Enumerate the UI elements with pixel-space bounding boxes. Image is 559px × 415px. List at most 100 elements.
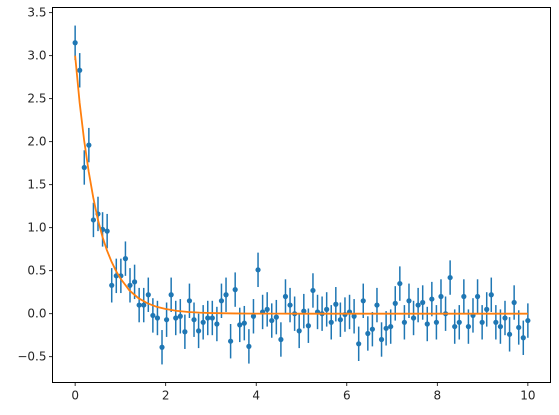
data-marker [310,287,316,294]
data-marker [415,302,421,308]
data-point [465,309,472,344]
x-tick-label: 4 [252,389,260,403]
data-marker [232,287,238,293]
data-point [86,127,92,163]
data-marker [525,317,531,324]
data-marker [456,319,462,325]
data-point [122,241,129,276]
data-marker [177,313,183,319]
data-point [127,268,133,303]
data-marker [282,293,289,300]
y-tick-label: 2.0 [27,135,46,149]
data-point [168,277,174,312]
data-point [104,213,110,249]
data-marker [397,280,403,287]
x-tick-label: 2 [162,389,170,403]
data-marker [465,323,472,330]
data-marker [351,313,357,319]
data-marker [246,343,252,349]
data-marker [104,228,110,234]
data-marker [186,298,193,304]
data-marker [237,322,243,328]
data-marker [374,302,380,308]
data-marker [191,317,197,323]
data-point [141,287,147,323]
data-marker [223,292,229,298]
data-marker [296,328,302,334]
data-marker [516,324,522,331]
x-tick-label: 10 [520,389,535,403]
data-point [356,326,362,361]
x-tick-label: 6 [343,389,351,403]
data-marker [250,313,257,319]
y-tick-label: 3.0 [27,49,46,63]
data-marker [420,299,426,306]
axes-frame [52,7,551,383]
data-point [296,313,302,349]
data-point [314,294,321,330]
data-marker [200,319,206,325]
data-point [182,314,188,349]
data-point [388,309,394,344]
data-marker [136,302,142,308]
y-axis: −0.5 0.0 0.5 1.0 1.5 2.0 2.5 3.0 3.5 [17,6,53,364]
data-marker [410,315,417,321]
data-marker [474,293,481,300]
data-point [406,283,412,318]
data-point [260,294,266,330]
data-marker [497,323,504,330]
data-point [392,286,398,321]
data-point [369,311,375,347]
data-point [493,305,499,340]
data-point [337,302,343,337]
data-marker [163,317,170,323]
data-marker [328,319,334,325]
y-tick-label: 2.5 [27,92,46,106]
data-point [525,303,531,338]
data-marker [264,306,270,312]
data-marker [479,319,485,325]
data-point [173,300,179,336]
data-marker [333,301,339,307]
data-point [287,287,293,323]
data-marker [488,292,494,298]
data-point [250,299,257,334]
data-point [324,292,330,327]
x-tick-label: 0 [71,389,79,403]
data-marker [452,323,458,330]
data-marker [447,274,453,281]
data-point [452,309,458,344]
data-point [136,287,142,323]
data-marker [438,293,444,300]
data-marker [287,302,293,308]
data-marker [86,142,92,148]
data-point [401,305,408,340]
data-point [410,300,417,336]
data-point [255,252,261,288]
data-marker [493,319,499,325]
data-point [502,300,508,336]
data-point [333,287,339,322]
data-marker [424,321,430,327]
data-marker [278,336,284,343]
data-point [488,277,494,312]
data-marker [182,329,188,335]
data-point [360,283,366,318]
data-marker [141,302,147,308]
data-marker [383,325,389,331]
data-marker [209,315,215,321]
data-marker [365,330,371,337]
data-point [264,292,270,327]
data-point [415,287,421,323]
data-marker [81,164,87,171]
data-marker [392,300,398,306]
data-marker [324,306,330,312]
data-point [346,294,353,330]
data-marker [218,298,225,304]
data-marker [159,344,165,350]
data-point [456,305,462,340]
data-point [90,202,97,238]
data-marker [173,315,179,321]
data-point [479,305,485,340]
